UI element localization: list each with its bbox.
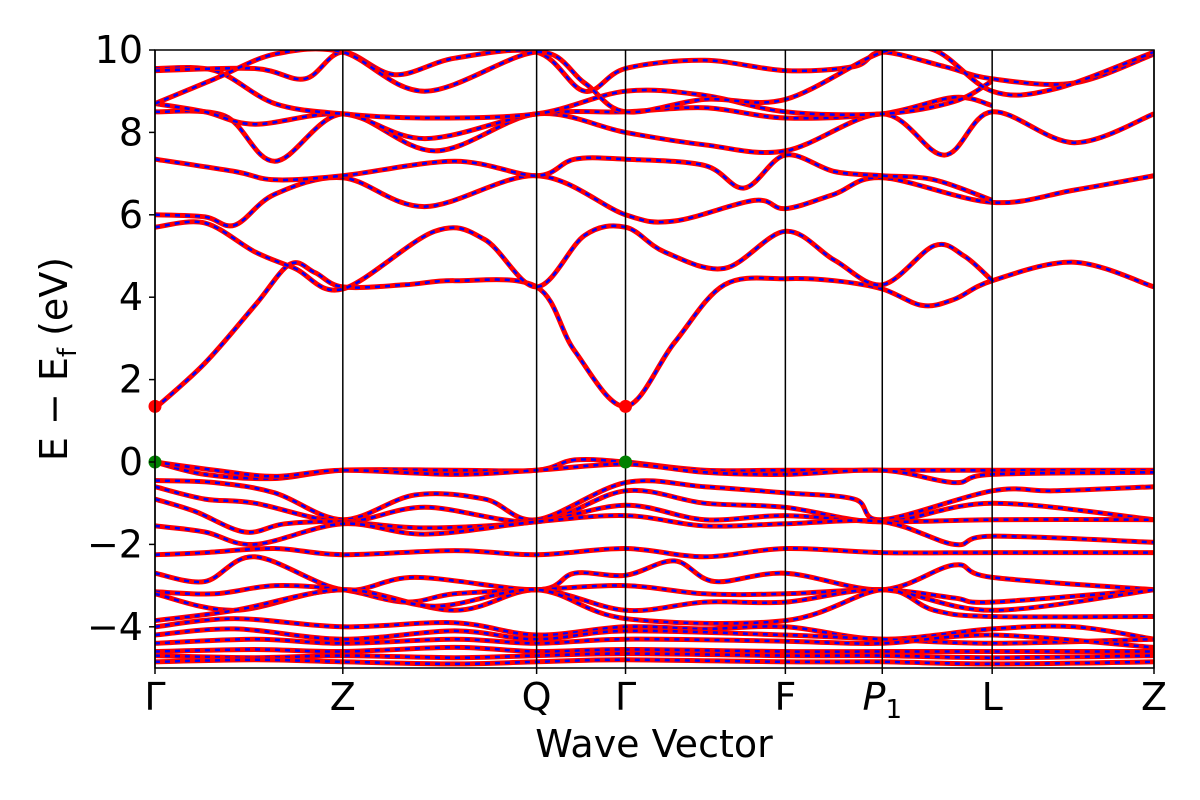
x-tick-label-5-subscript: 1 <box>885 695 902 725</box>
x-tick-label-5: P1 <box>863 675 902 725</box>
band-24-dashed <box>155 652 1154 659</box>
x-tick-label-3-main: Γ <box>615 675 636 719</box>
vbm-marker-1 <box>619 455 633 469</box>
y-tick-label-5: 6 <box>119 193 143 237</box>
x-tick-label-3: Γ <box>615 675 636 719</box>
band-22-dashed <box>155 633 1154 649</box>
band-2-dashed <box>155 174 1154 228</box>
y-tick-label-0: −4 <box>87 605 143 649</box>
x-tick-label-1-main: Z <box>330 675 356 719</box>
band-5-dashed <box>155 96 993 140</box>
x-tick-label-4-main: F <box>774 675 796 719</box>
band-10-dashed <box>155 460 1154 484</box>
x-tick-label-7-main: Z <box>1141 675 1167 719</box>
cbm-marker-1 <box>619 399 633 413</box>
band-16-solid <box>155 554 1154 593</box>
band-3-dashed <box>155 153 993 202</box>
y-axis-title: E − Ef (eV) <box>32 257 83 461</box>
band-12-dashed <box>155 485 1154 524</box>
band-14-dashed <box>155 514 1154 547</box>
x-tick-label-7: Z <box>1141 675 1167 719</box>
band-11-dashed <box>155 479 1154 522</box>
x-axis-title: Wave Vector <box>535 722 773 766</box>
band-17-solid <box>155 582 1154 605</box>
band-4-dashed <box>155 109 1154 163</box>
x-tick-label-6-main: L <box>982 675 1003 719</box>
band-1-dashed <box>155 220 994 292</box>
band-21-dashed <box>155 627 1154 645</box>
x-tick-label-5-main: P <box>863 675 886 719</box>
y-tick-label-2: 0 <box>119 440 143 484</box>
band-8-dashed <box>155 50 1154 114</box>
band-20-dashed <box>155 617 1154 641</box>
x-axis-ticks: Γ Z Q Γ F P1 L Z <box>144 668 1167 725</box>
x-tick-label-2-main: Q <box>522 675 552 719</box>
y-tick-label-7: 10 <box>95 28 143 72</box>
band-13-dashed <box>155 497 1154 534</box>
x-tick-label-0-main: Γ <box>144 675 165 719</box>
plot-frame <box>154 49 1155 669</box>
y-tick-label-3: 2 <box>119 358 143 402</box>
x-tick-label-4: F <box>774 675 796 719</box>
y-tick-label-4: 4 <box>119 275 143 319</box>
y-tick-label-6: 8 <box>119 110 143 154</box>
band-25-dashed <box>155 658 1154 666</box>
band-9-dashed <box>155 458 1154 480</box>
x-tick-label-2: Q <box>522 675 552 719</box>
y-axis-title-unit: (eV) <box>32 257 76 348</box>
y-tick-label-1: −2 <box>87 522 143 566</box>
y-axis-ticks: −4 −2 0 2 4 6 8 10 <box>87 28 155 649</box>
x-tick-label-0: Γ <box>144 675 165 719</box>
band-15-dashed <box>155 547 1154 559</box>
x-tick-label-1: Z <box>330 675 356 719</box>
y-axis-title-subscript: f <box>53 347 83 357</box>
band-23-dashed <box>155 646 1154 653</box>
y-axis-title-main: E − E <box>32 357 76 461</box>
x-tick-label-6: L <box>982 675 1003 719</box>
